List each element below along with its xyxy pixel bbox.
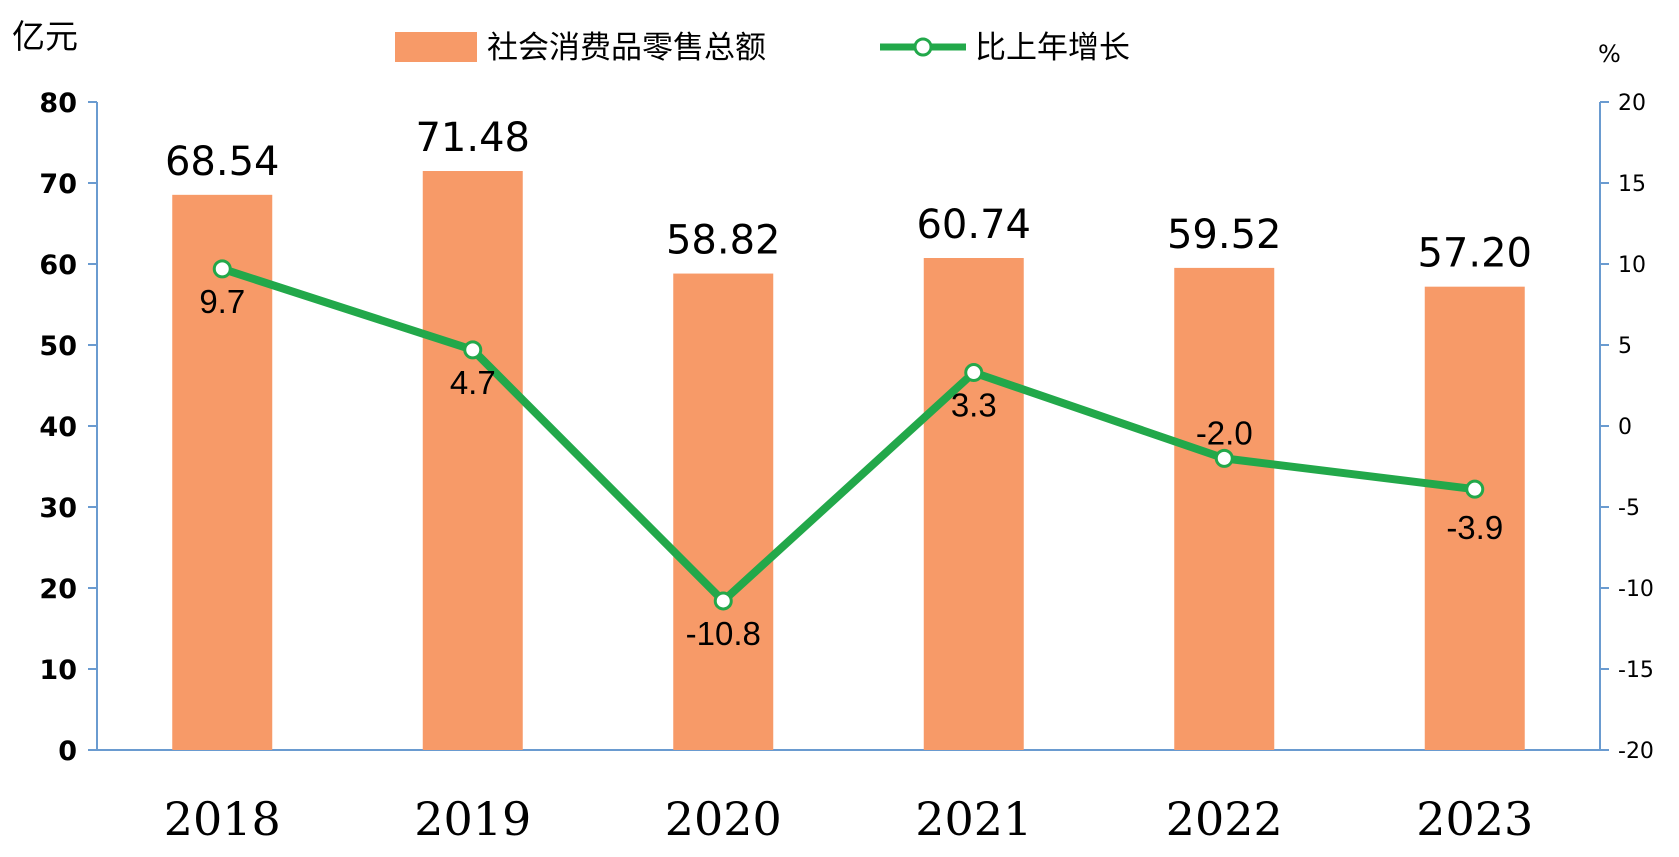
y-right-tick-label: 20: [1618, 91, 1646, 116]
y-left-tick-label: 10: [39, 655, 77, 686]
growth-value-label: 4.7: [450, 364, 496, 401]
bar-2020: [673, 273, 774, 750]
y-right-tick-label: 15: [1618, 172, 1646, 197]
growth-point-2020: [713, 591, 733, 611]
growth-point-2023: [1465, 479, 1485, 499]
legend: 社会消费品零售总额 比上年增长: [395, 30, 1130, 66]
bar-value-label: 71.48: [415, 115, 530, 161]
bar-2023: [1424, 286, 1525, 750]
y-left-tick-label: 40: [39, 412, 77, 443]
bar-value-label: 58.82: [666, 218, 781, 264]
bar-value-label: 68.54: [165, 139, 280, 185]
y-left-tick-label: 80: [39, 88, 77, 119]
axes: 0 10 20 30 40 50 60 70 80 -20 -15 -10 -5 0 5 10 15 20: [39, 88, 1654, 767]
y-left-tick-label: 0: [58, 736, 77, 767]
line-labels: 9.7 4.7 -10.8 3.3 -2.0 -3.9: [199, 283, 1503, 652]
growth-point-2018: [212, 259, 232, 279]
y2-axis-unit-label: %: [1598, 40, 1621, 68]
growth-value-label: -2.0: [1196, 414, 1253, 451]
bar-2021: [923, 258, 1024, 750]
legend-line-marker: [913, 37, 933, 57]
y-right-tick-label: 0: [1618, 415, 1632, 440]
x-tick-label: 2022: [1166, 792, 1283, 846]
growth-point-2021: [964, 363, 984, 383]
y-right-tick-label: -10: [1618, 577, 1654, 602]
y-left-tick-label: 20: [39, 574, 77, 605]
growth-line: [221, 265, 1476, 605]
growth-point-2022: [1214, 448, 1234, 468]
legend-bar-swatch: [395, 32, 477, 62]
y-right-tick-label: -15: [1618, 658, 1654, 683]
growth-value-label: -10.8: [686, 615, 761, 652]
y-left-tick-label: 70: [39, 169, 77, 200]
y-left-tick-label: 50: [39, 331, 77, 362]
x-tick-label: 2018: [164, 792, 281, 846]
bar-labels: 68.54 71.48 58.82 60.74 59.52 57.20: [165, 115, 1532, 277]
bar-2018: [172, 194, 273, 751]
growth-point-2019: [463, 340, 483, 360]
x-tick-label: 2023: [1416, 792, 1533, 846]
x-tick-label: 2019: [414, 792, 531, 846]
bar-value-label: 57.20: [1417, 231, 1532, 277]
legend-bar-label: 社会消费品零售总额: [487, 30, 766, 66]
y-right-tick-label: -5: [1618, 496, 1640, 521]
bar-value-label: 59.52: [1167, 212, 1282, 258]
x-tick-label: 2020: [665, 792, 782, 846]
y-right-tick-label: -20: [1618, 739, 1654, 764]
growth-value-label: -3.9: [1446, 509, 1503, 546]
bar-2019: [422, 171, 523, 751]
growth-value-label: 9.7: [199, 283, 245, 320]
x-tick-labels: 2018 2019 2020 2021 2022 2023: [164, 792, 1534, 846]
line-series: [212, 259, 1485, 611]
x-tick-label: 2021: [915, 792, 1032, 846]
bar-2022: [1174, 267, 1275, 750]
y-right-tick-label: 5: [1618, 334, 1632, 359]
y-right-tick-label: 10: [1618, 253, 1646, 278]
legend-line-label: 比上年增长: [975, 30, 1130, 66]
y-left-tick-label: 60: [39, 250, 77, 281]
growth-value-label: 3.3: [951, 387, 997, 424]
bar-value-label: 60.74: [916, 202, 1031, 248]
y-left-tick-label: 30: [39, 493, 77, 524]
y-axis-unit-label: 亿元: [12, 17, 78, 56]
bars: [172, 171, 1525, 751]
